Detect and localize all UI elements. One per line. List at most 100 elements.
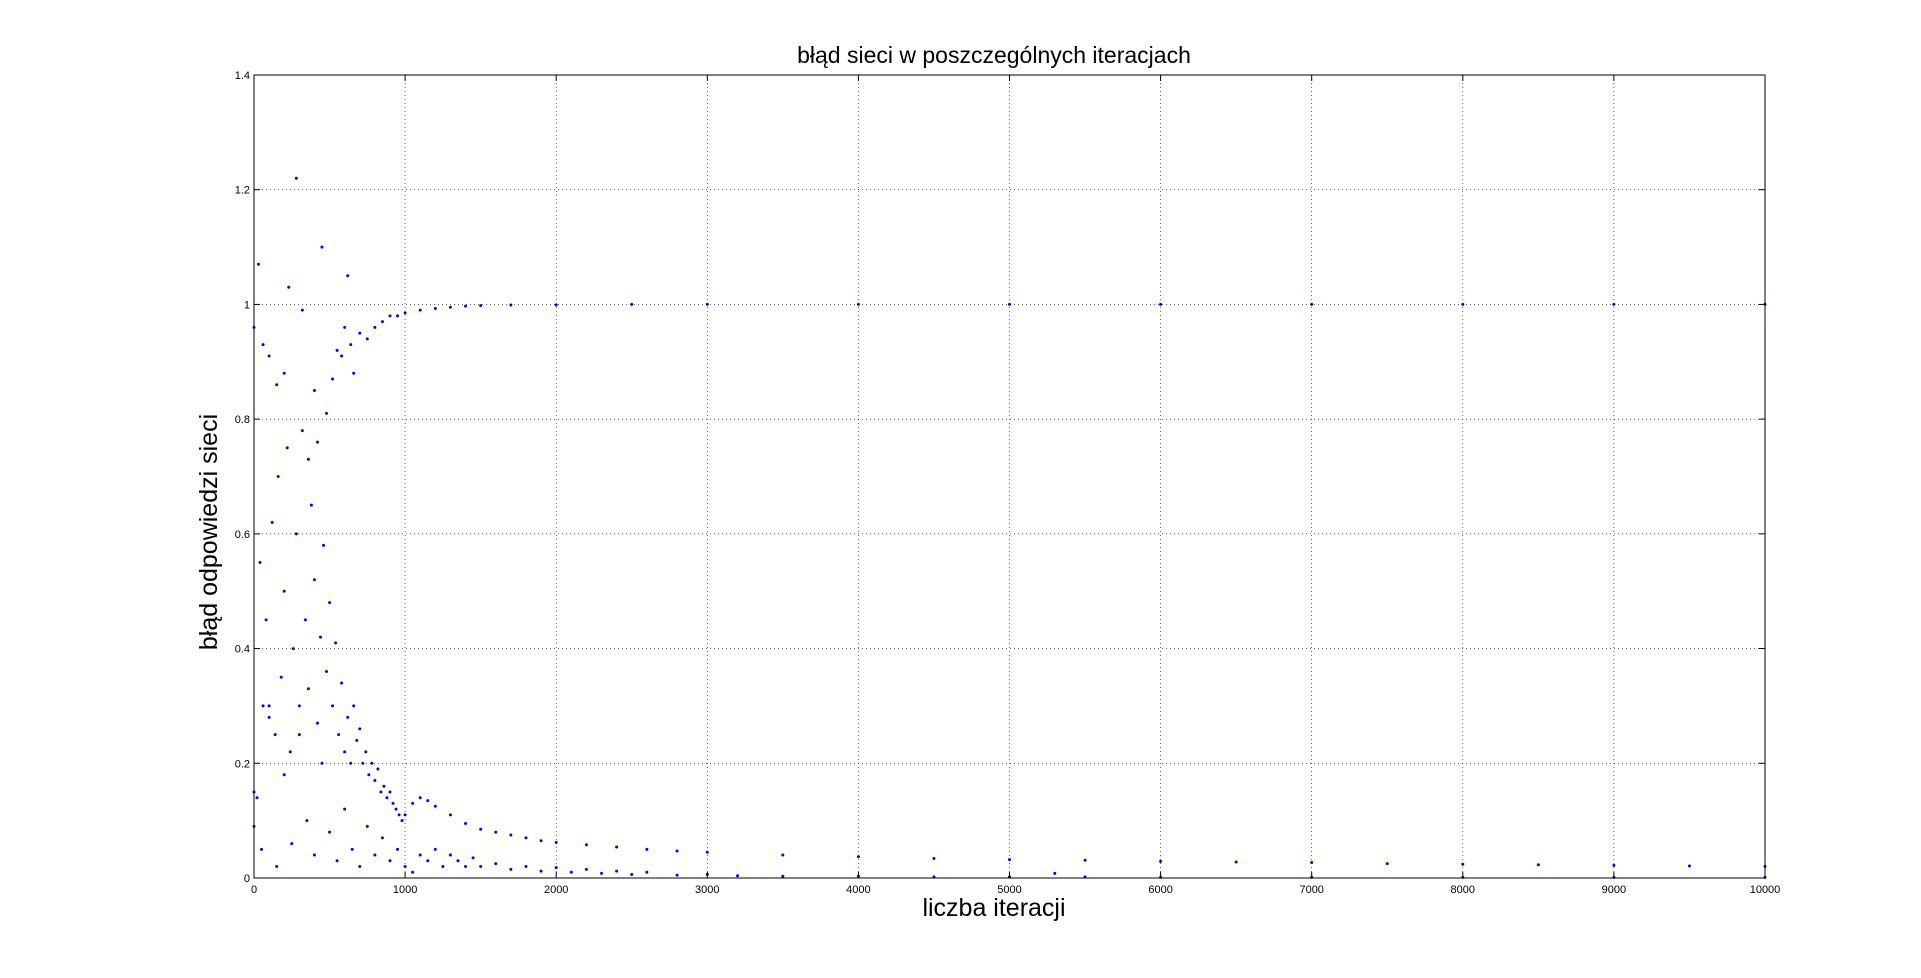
data-point [322, 543, 326, 547]
data-point [569, 870, 573, 874]
data-point [290, 842, 294, 846]
data-point [411, 801, 415, 805]
y-tick-label: 1.2 [235, 185, 250, 197]
data-point [1310, 302, 1314, 306]
data-point [471, 856, 475, 860]
data-point [315, 721, 319, 725]
data-point [524, 836, 528, 840]
data-point [448, 305, 452, 309]
data-point [373, 325, 377, 329]
data-point [433, 804, 437, 808]
data-point [325, 411, 329, 415]
data-point [403, 865, 407, 869]
data-point [1008, 302, 1011, 306]
data-point [524, 865, 528, 869]
data-point [464, 865, 468, 869]
data-point [352, 371, 356, 375]
data-point [279, 675, 283, 679]
data-point [376, 767, 380, 771]
data-point [388, 314, 392, 318]
data-point [325, 670, 329, 674]
data-point [396, 847, 400, 851]
y-tick-label: 0.8 [235, 414, 250, 426]
x-tick-label: 9000 [1602, 884, 1626, 896]
data-point [273, 733, 277, 737]
data-point [328, 601, 332, 605]
data-point [1612, 302, 1616, 306]
x-axis-label: liczba iteracji [922, 894, 1065, 922]
data-point [479, 827, 483, 831]
data-point [373, 853, 377, 857]
data-point [1310, 861, 1314, 865]
data-point [270, 520, 274, 524]
data-point [388, 859, 392, 863]
data-point [736, 874, 740, 878]
data-point [418, 796, 422, 800]
data-point [584, 843, 588, 847]
data-point [388, 790, 392, 794]
data-point [456, 859, 460, 863]
data-point [282, 589, 286, 593]
data-point [426, 799, 430, 803]
data-point [479, 865, 483, 869]
data-point [346, 715, 350, 719]
data-point [645, 847, 649, 851]
data-point [448, 853, 452, 857]
data-point [584, 867, 588, 871]
data-point [1612, 863, 1616, 867]
data-point [380, 320, 384, 324]
data-point [340, 354, 344, 358]
data-point [418, 853, 422, 857]
data-point [305, 819, 309, 823]
data-point [539, 839, 543, 843]
data-point [382, 784, 386, 788]
data-point [352, 704, 356, 708]
data-point [297, 704, 301, 708]
data-point [509, 303, 513, 307]
data-point [615, 845, 619, 849]
data-point [350, 847, 354, 851]
data-point [441, 865, 445, 869]
data-point [331, 377, 335, 381]
axis-ticks: 0 1000 2000 3000 4000 5000 6000 7000 8000 9000 100… [235, 70, 1781, 896]
data-point [1234, 860, 1238, 864]
data-point [367, 773, 371, 777]
data-point [380, 836, 384, 840]
data-point [403, 311, 407, 315]
data-point [539, 869, 543, 873]
data-point [287, 285, 291, 289]
data-point [358, 865, 362, 869]
data-point [1536, 863, 1540, 867]
data-point [335, 348, 339, 352]
data-point [275, 865, 279, 869]
data-point [312, 578, 316, 582]
y-tick-label: 0.4 [235, 644, 250, 656]
data-point [426, 859, 430, 863]
data-point [385, 796, 389, 800]
data-point [509, 833, 513, 837]
series-3 [252, 704, 1767, 879]
series-1 [252, 176, 1767, 461]
data-point [261, 704, 265, 708]
x-tick-label: 7000 [1299, 884, 1323, 896]
x-tick-label: 0 [251, 884, 257, 896]
data-point [365, 337, 369, 341]
data-point [315, 440, 319, 444]
x-tick-label: 1000 [393, 884, 417, 896]
data-point [282, 371, 286, 375]
data-point [343, 750, 347, 754]
data-point [509, 867, 513, 871]
data-point [373, 778, 377, 782]
data-point [306, 457, 310, 461]
data-point [334, 641, 338, 645]
data-point [781, 874, 785, 878]
data-point [675, 873, 679, 877]
data-point [1083, 858, 1087, 862]
data-point [309, 503, 313, 507]
y-tick-label: 1 [244, 299, 250, 311]
data-point [856, 302, 860, 306]
data-point [464, 822, 468, 826]
data-point [255, 796, 259, 800]
